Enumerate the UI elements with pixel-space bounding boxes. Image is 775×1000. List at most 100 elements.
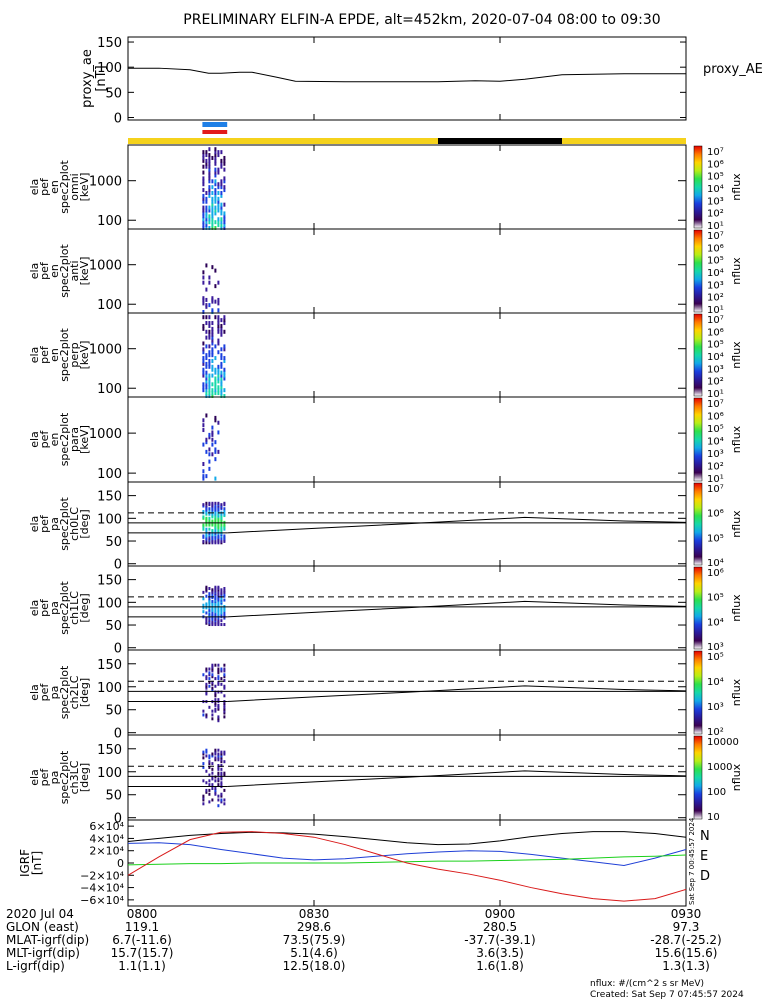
spectrogram-cell (223, 669, 226, 673)
spectrogram-cell (202, 370, 205, 375)
spectrogram-cell (208, 527, 211, 531)
y-tick-label: 50 (105, 789, 122, 804)
ylabel-line: pa (48, 601, 61, 615)
spectrogram-cell (214, 220, 217, 225)
spectrogram-cell (211, 179, 214, 184)
spectrogram-cell (208, 459, 211, 464)
colorbar-tick-label: 10² (707, 462, 724, 473)
spectrogram-cell (205, 382, 208, 387)
spectrogram-cell (223, 509, 226, 513)
colorbar (693, 650, 703, 735)
spectrogram-cell (205, 205, 208, 210)
spectrogram-cell (211, 663, 214, 667)
ylabel-line: ch0LC (68, 507, 81, 541)
spectrogram-cell (202, 361, 205, 366)
spectrogram-cell (211, 688, 214, 692)
spectrogram-cell (211, 391, 214, 396)
spectrogram-cell (223, 715, 226, 719)
spectrogram-cell (214, 155, 217, 160)
spectrogram-cell (223, 501, 226, 505)
spectrogram-cell (223, 711, 226, 715)
colorbar-tick-label: 10⁶ (707, 412, 724, 423)
spectrogram-cell (220, 323, 223, 328)
spectrogram-pixels (202, 585, 226, 627)
spectrogram-cell (208, 364, 211, 369)
spectrogram-cell (217, 182, 220, 187)
spectrogram-cell (211, 335, 214, 340)
spectrogram-cell (208, 147, 211, 152)
spectrogram-cell (220, 590, 223, 594)
spectrogram-cell (208, 382, 211, 387)
spectrogram-cell (211, 199, 214, 204)
spectrogram-cell (223, 367, 226, 372)
x-axis-value: 12.5(18.0) (283, 959, 346, 973)
spectrogram-cell (202, 590, 205, 594)
proxy-ae-ylabel: proxy_ae[nT] (80, 49, 109, 108)
spectrogram-cell (214, 756, 217, 760)
panel-ylabel: elapefenspec2plotanti[keV] (28, 244, 91, 298)
spectrogram-cell (205, 208, 208, 213)
spectrogram-cell (205, 611, 208, 615)
spectrogram-cell (217, 758, 220, 762)
spectrogram-cell (208, 391, 211, 396)
spectrogram-cell (217, 217, 220, 222)
igrf-legend-N: N (700, 829, 710, 844)
spectrogram-cell (208, 435, 211, 440)
spectrogram-cell (214, 752, 217, 756)
panel-ylabel: elapefenspec2plotomni[keV] (28, 160, 91, 214)
loss-cone-curve (227, 685, 687, 702)
spectrogram-cell (220, 182, 223, 187)
spectrogram-cell (208, 388, 211, 393)
y-tick-label: 100 (97, 298, 122, 313)
ylabel-line: [deg] (78, 763, 91, 792)
spectrogram-cell (220, 356, 223, 361)
spectrogram-cell (208, 170, 211, 175)
spectrogram-cell (205, 388, 208, 393)
spectrogram-cell (214, 370, 217, 375)
colorbar-tick-label: 10⁵ (707, 652, 724, 663)
ylabel-line: en (48, 264, 61, 278)
spectrogram-cell (208, 760, 211, 764)
spectrogram-cell (208, 680, 211, 684)
spectrogram-cell (211, 452, 214, 457)
status-bar-segment (562, 138, 686, 144)
spectrogram-cell (202, 527, 205, 531)
spectrogram-cell (214, 388, 217, 393)
spectrogram-cell (205, 321, 208, 326)
spectrogram-cell (208, 193, 211, 198)
spectrogram-cell (211, 347, 214, 352)
y-tick-label: 100 (97, 214, 122, 229)
spectrogram-cell (223, 684, 226, 688)
spectrogram-cell (205, 606, 208, 610)
x-axis-value: 1.6(1.8) (476, 959, 524, 973)
panel-ylabel: elapefenspec2plotpara[keV] (28, 412, 91, 466)
spectrogram-cell (223, 214, 226, 219)
spectrogram-cell (214, 182, 217, 187)
ylabel-line: para (68, 427, 81, 452)
ylabel-line: ela (28, 684, 41, 701)
colorbar-tick-label: 10⁶ (707, 327, 724, 338)
status-bar-segment (438, 138, 562, 144)
spectrogram-cell (211, 612, 214, 616)
spectrogram-cell (211, 326, 214, 331)
spectrogram-cell (223, 788, 226, 792)
panel-ylabel: elapefpaspec2plotch1LC[deg] (28, 581, 91, 635)
colorbar-tick-label: 10⁴ (707, 184, 724, 195)
spectrogram-cell (217, 379, 220, 384)
spectrogram-cell (202, 388, 205, 393)
spectrogram-cell (214, 418, 217, 423)
spectrogram-cell (214, 356, 217, 361)
ylabel-line: spec2plot (58, 581, 71, 635)
spectrogram-cell (220, 185, 223, 190)
spectrogram-cell (202, 382, 205, 387)
x-axis-row-label: L-igrf(dip) (6, 959, 65, 973)
spectrogram-cell (211, 786, 214, 790)
spectrogram-cell (211, 713, 214, 717)
spectrogram-cell (214, 690, 217, 694)
spectrogram-cell (208, 779, 211, 783)
spectrogram-cell (211, 205, 214, 210)
spectrogram-cell (217, 318, 220, 323)
spectrogram-cell (208, 164, 211, 169)
y-tick-label: 0 (117, 857, 124, 870)
spectrogram-cell (217, 663, 220, 667)
